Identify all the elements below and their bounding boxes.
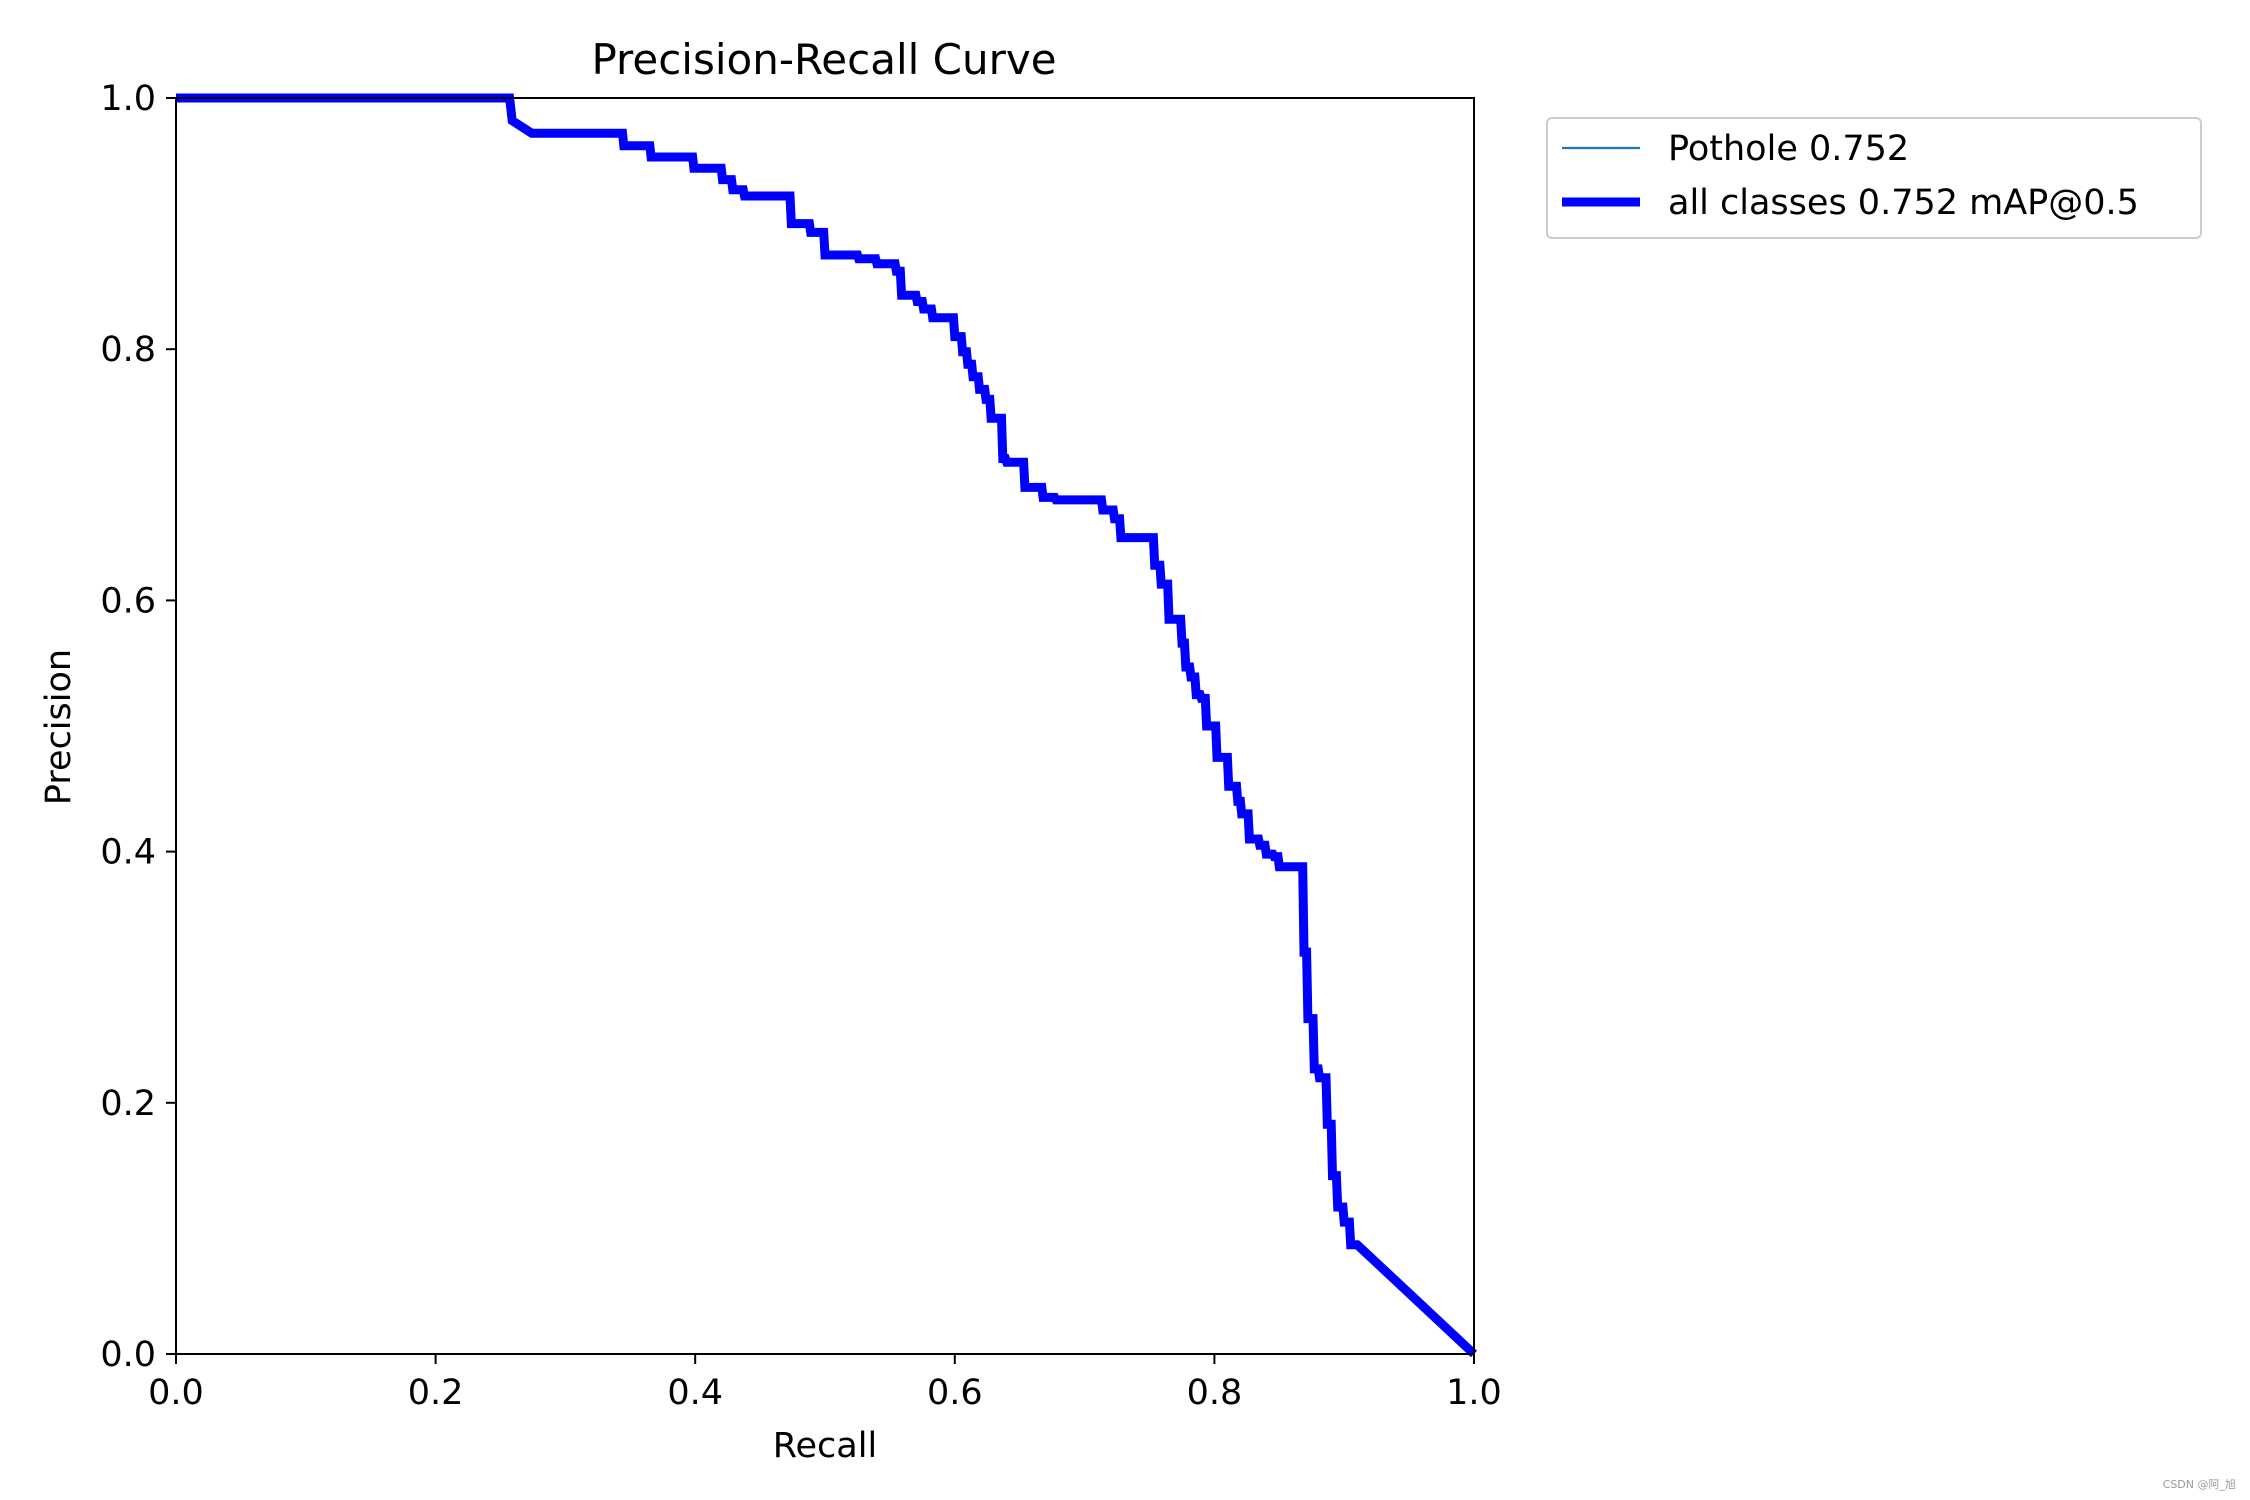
- y-tick-label: 0.8: [100, 330, 156, 370]
- y-tick-label: 1.0: [100, 79, 156, 119]
- axes-frame: [175, 97, 1475, 1355]
- legend-box: [1546, 117, 2202, 239]
- series-line-all-classes: [176, 93, 1478, 1358]
- y-tick-label: 0.4: [100, 833, 156, 873]
- x-axis-label: Recall: [773, 1426, 877, 1466]
- x-axis: 0.0 0.2 0.4 0.6 0.8 1.0: [148, 1354, 1502, 1413]
- y-axis-label: Precision: [39, 649, 79, 805]
- y-axis: 0.0 0.2 0.4 0.6 0.8 1.0: [100, 79, 176, 1375]
- legend-label-pothole: Pothole 0.752: [1668, 129, 1909, 169]
- series-layer: [176, 93, 1478, 1358]
- legend: Pothole 0.752 all classes 0.752 mAP@0.5: [1546, 117, 2202, 239]
- x-tick-label: 0.6: [927, 1373, 983, 1413]
- y-tick-label: 0.0: [100, 1335, 156, 1375]
- x-tick-label: 1.0: [1446, 1373, 1502, 1413]
- y-tick-label: 0.2: [100, 1084, 156, 1124]
- plot-area: [175, 93, 1478, 1358]
- y-tick-label: 0.6: [100, 581, 156, 621]
- legend-label-all-classes: all classes 0.752 mAP@0.5: [1668, 183, 2139, 223]
- watermark: CSDN @阿_旭: [2162, 1478, 2236, 1491]
- x-tick-label: 0.2: [408, 1373, 464, 1413]
- x-tick-label: 0.4: [667, 1373, 723, 1413]
- x-tick-label: 0.0: [148, 1373, 204, 1413]
- chart-title: Precision-Recall Curve: [591, 35, 1056, 84]
- x-tick-label: 0.8: [1187, 1373, 1243, 1413]
